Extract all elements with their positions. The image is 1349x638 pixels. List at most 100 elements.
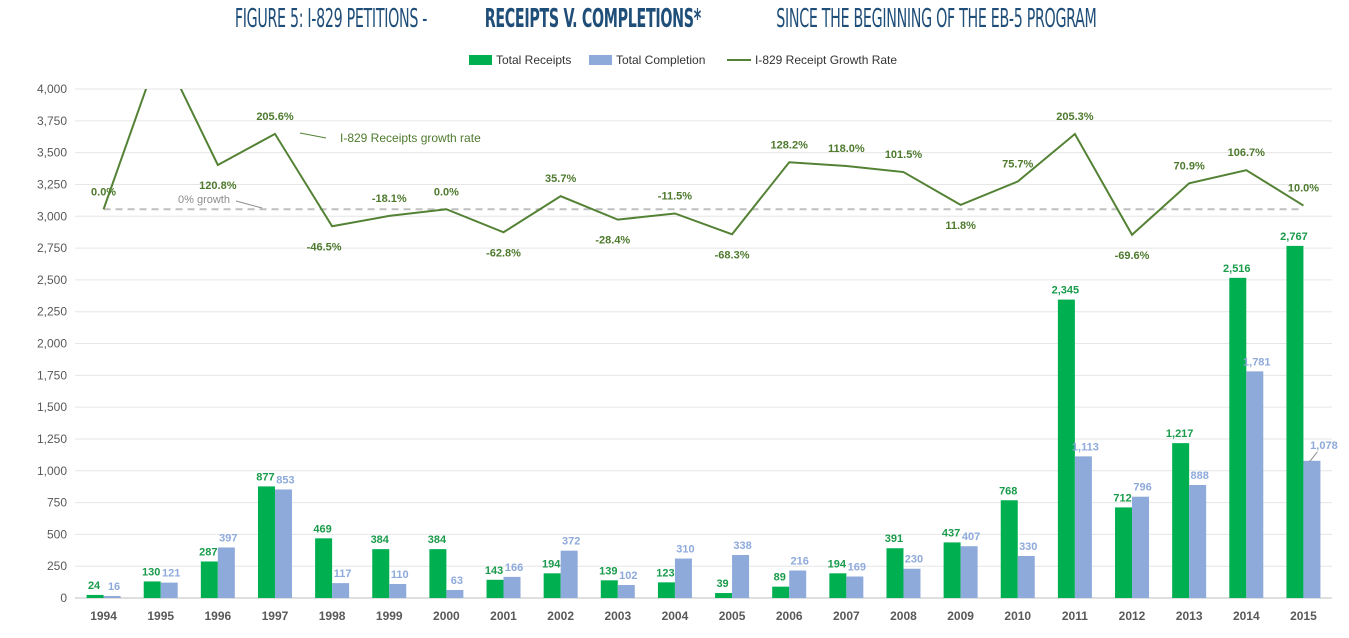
x-tick-label: 1998 [319,609,346,623]
completion-data-label: 102 [619,570,637,582]
x-tick-label: 2001 [490,609,517,623]
receipts-bar [600,580,618,598]
y-tick-label: 2,000 [37,337,67,351]
receipts-data-label: 768 [999,485,1017,497]
x-tick-label: 2013 [1176,609,1203,623]
receipts-data-label: 130 [142,566,160,578]
receipts-bar [543,573,561,598]
receipts-data-label: 469 [313,523,331,535]
x-tick-label: 2012 [1119,609,1146,623]
chart-title: FIGURE 5: I-829 PETITIONS - RECEIPTS V. … [0,4,1349,34]
x-tick-label: 2006 [776,609,803,623]
completion-bar [274,489,292,598]
completion-bar [1074,456,1092,598]
receipts-bar [715,593,733,598]
completion-bar [789,570,807,598]
completion-bar [1189,485,1207,598]
completion-bar [846,576,864,598]
y-tick-label: 3,500 [37,146,67,160]
completion-data-label: 397 [219,532,237,544]
receipts-bar [257,486,275,598]
completion-bar [1246,371,1264,598]
receipts-data-label: 1,217 [1166,428,1194,440]
receipts-bar [1115,507,1133,598]
receipts-data-label: 877 [256,471,274,483]
completion-bar [446,589,464,598]
y-tick-label: 4,000 [37,82,67,96]
completion-data-label: 230 [905,554,923,566]
growth-data-label: 120.8% [199,180,237,192]
x-tick-label: 2002 [547,609,574,623]
y-tick-label: 1,000 [37,464,67,478]
x-tick-label: 2014 [1233,609,1260,623]
growth-data-label: 106.7% [1228,147,1266,159]
receipts-bar [657,582,675,598]
completion-data-label: 169 [848,561,866,573]
receipts-data-label: 437 [942,527,960,539]
y-tick-label: 2,250 [37,305,67,319]
receipts-bar [372,549,390,598]
growth-data-label: 75.7% [1002,159,1033,171]
receipts-bar [1057,299,1075,598]
completion-bar [217,547,235,598]
growth-data-label: -62.8% [486,247,521,259]
x-tick-label: 2003 [604,609,631,623]
x-tick-label: 2010 [1004,609,1031,623]
completion-data-label: 63 [451,575,463,587]
completion-bar [732,554,750,598]
receipts-data-label: 712 [1113,492,1131,504]
growth-data-label: 118.0% [828,143,865,155]
completion-data-label: 117 [334,568,352,580]
x-tick-label: 1996 [204,609,231,623]
legend-swatch-completion [589,55,612,65]
completion-bar [103,595,121,598]
completion-data-label: 1,781 [1243,356,1271,368]
title-suffix: SINCE THE BEGINNING OF THE EB-5 PROGRAM [776,4,1097,34]
receipts-data-label: 123 [656,567,674,579]
x-tick-label: 2015 [1290,609,1317,623]
x-tick-label: 2004 [662,609,689,623]
receipts-data-label: 194 [828,558,847,570]
title-prefix: FIGURE 5: I-829 PETITIONS - [234,4,428,34]
completion-data-label: 110 [391,569,409,581]
receipts-data-label: 139 [599,565,617,577]
completion-bar [960,546,978,598]
completion-data-label: 310 [676,544,694,556]
y-tick-label: 250 [47,559,67,573]
growth-data-label: 70.9% [1174,160,1205,172]
completion-data-label: 1,078 [1310,440,1338,452]
y-tick-label: 1,250 [37,432,67,446]
receipts-bar [772,586,790,598]
growth-data-label: -69.6% [1115,250,1150,262]
growth-data-label: 35.7% [545,173,576,185]
completion-bar [503,576,521,598]
legend-swatch-receipts [469,55,492,65]
receipts-data-label: 143 [485,565,503,577]
receipts-bar [315,538,333,598]
completion-bar [560,550,578,598]
receipts-bar [943,542,961,598]
completion-bar [1303,460,1321,598]
x-tick-label: 2007 [833,609,860,623]
y-tick-label: 500 [47,527,67,541]
growth-data-label: -11.5% [658,190,692,202]
x-tick-label: 1999 [376,609,403,623]
completion-bar [332,583,350,598]
growth-data-label: 0.0% [434,186,459,198]
growth-data-label: -18.1% [372,193,407,205]
completion-bar [903,568,921,598]
growth-data-label: 128.2% [771,139,809,151]
x-tick-label: 2011 [1062,609,1088,623]
receipts-bar [86,594,104,598]
x-tick-label: 1995 [147,609,174,623]
y-tick-label: 1,750 [37,368,67,382]
completion-bar [389,584,407,598]
y-tick-label: 3,000 [37,209,67,223]
growth-data-label: -28.4% [595,235,630,247]
y-tick-label: 3,250 [37,177,67,191]
completion-data-label: 338 [733,540,751,552]
completion-data-label: 888 [1190,470,1208,482]
completion-data-label: 166 [505,562,523,574]
x-tick-label: 2000 [433,609,460,623]
